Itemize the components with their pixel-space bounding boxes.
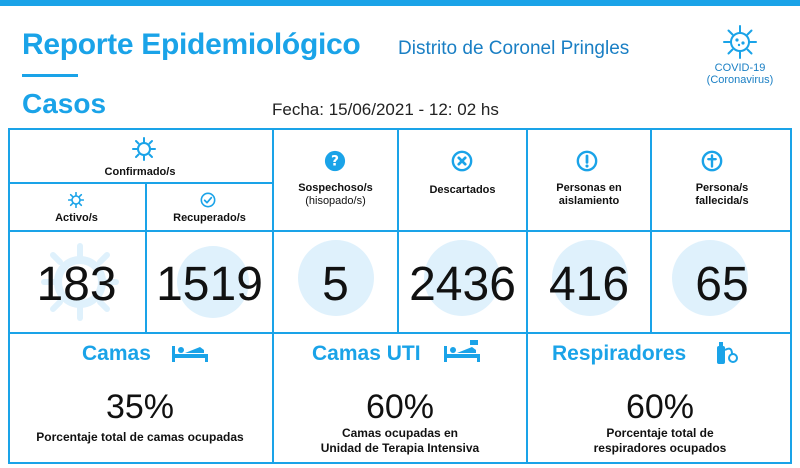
divider-recursos: [8, 332, 792, 334]
question-icon: ?: [324, 150, 346, 172]
fallecidos-bg-circle: [672, 240, 748, 316]
camas-uti-percent: 60%: [365, 388, 435, 426]
camas-title: Camas: [82, 342, 151, 365]
recuperados-value: 1519: [156, 258, 263, 311]
casos-heading: Casos: [22, 88, 107, 119]
aislamiento-bg-circle: [552, 240, 628, 316]
fallecidos-label: Persona/s fallecida/s: [652, 182, 792, 208]
confirmados-label: Confirmado/s: [104, 166, 176, 178]
aislamiento-label-line1: Personas en: [556, 182, 622, 194]
icu-bed-icon: [444, 340, 480, 362]
stats-frame: [8, 128, 792, 464]
covid-badge: COVID-19 (Coronavirus): [700, 24, 780, 86]
check-circle-icon: [200, 192, 216, 208]
camas-uti-description-line2: Unidad de Terapia Intensiva: [320, 441, 480, 455]
sospechosos-label-line2: (hisopado/s): [305, 195, 366, 207]
activos-value: 183: [36, 258, 117, 311]
divider-headers: [8, 230, 792, 232]
divider-v3: [397, 128, 399, 332]
cross-icon: [701, 150, 723, 172]
descartados-value: 2436: [409, 258, 516, 311]
descartados-label: Descartados: [429, 184, 496, 196]
divider-v2: [272, 128, 274, 464]
virus-icon: [132, 137, 156, 161]
virus-icon: [723, 25, 757, 59]
camas-description: Porcentaje total de camas ocupadas: [36, 430, 244, 444]
recuperados-bg-circle: [177, 246, 249, 318]
divider-v4: [526, 128, 528, 464]
x-circle-icon: [451, 150, 473, 172]
camas-uti-description-line1: Camas ocupadas en: [341, 426, 459, 440]
top-bar: [0, 0, 800, 6]
virus-icon: [41, 243, 119, 321]
report-date: Fecha: 15/06/2021 - 12: 02 hs: [272, 100, 499, 119]
camas-uti-description: Camas ocupadas en Unidad de Terapia Inte…: [274, 426, 526, 456]
district-subtitle: Distrito de Coronel Pringles: [398, 38, 630, 59]
fallecidos-label-line1: Persona/s: [695, 182, 749, 194]
covid-title: COVID-19: [714, 62, 766, 74]
fallecidos-value: 65: [695, 258, 749, 311]
divider-v1: [145, 182, 147, 332]
aislamiento-label: Personas en aislamiento: [528, 182, 650, 208]
respirator-icon: [717, 342, 738, 364]
divider-v5: [650, 128, 652, 332]
sospechosos-bg-circle: [298, 240, 374, 316]
bed-icon: [172, 346, 208, 362]
title-underline: [22, 74, 78, 77]
fallecidos-label-line2: fallecida/s: [695, 195, 749, 207]
covid-subtitle: (Coronavirus): [706, 74, 774, 86]
descartados-bg-circle: [424, 240, 500, 316]
divider-confirmados: [8, 182, 272, 184]
respiradores-description: Porcentaje total de respiradores ocupado…: [528, 426, 792, 456]
camas-uti-title: Camas UTI: [312, 342, 421, 365]
report-title: Reporte Epidemiológico: [22, 28, 361, 61]
exclamation-icon: [576, 150, 598, 172]
respiradores-percent: 60%: [625, 388, 695, 426]
sospechosos-value: 5: [322, 258, 349, 311]
svg-text:?: ?: [331, 154, 339, 170]
virus-icon: [68, 192, 84, 208]
camas-percent: 35%: [105, 388, 175, 426]
sospechosos-label-line1: Sospechoso/s: [298, 182, 373, 194]
respiradores-description-line2: respiradores ocupados: [593, 441, 727, 455]
respiradores-title: Respiradores: [552, 342, 687, 365]
aislamiento-value: 416: [548, 258, 630, 311]
aislamiento-label-line2: aislamiento: [558, 195, 620, 207]
recuperados-label: Recuperado/s: [173, 212, 246, 224]
activos-label: Activo/s: [55, 212, 98, 224]
respiradores-description-line1: Porcentaje total de: [606, 426, 714, 440]
sospechosos-label: Sospechoso/s (hisopado/s): [274, 182, 397, 208]
